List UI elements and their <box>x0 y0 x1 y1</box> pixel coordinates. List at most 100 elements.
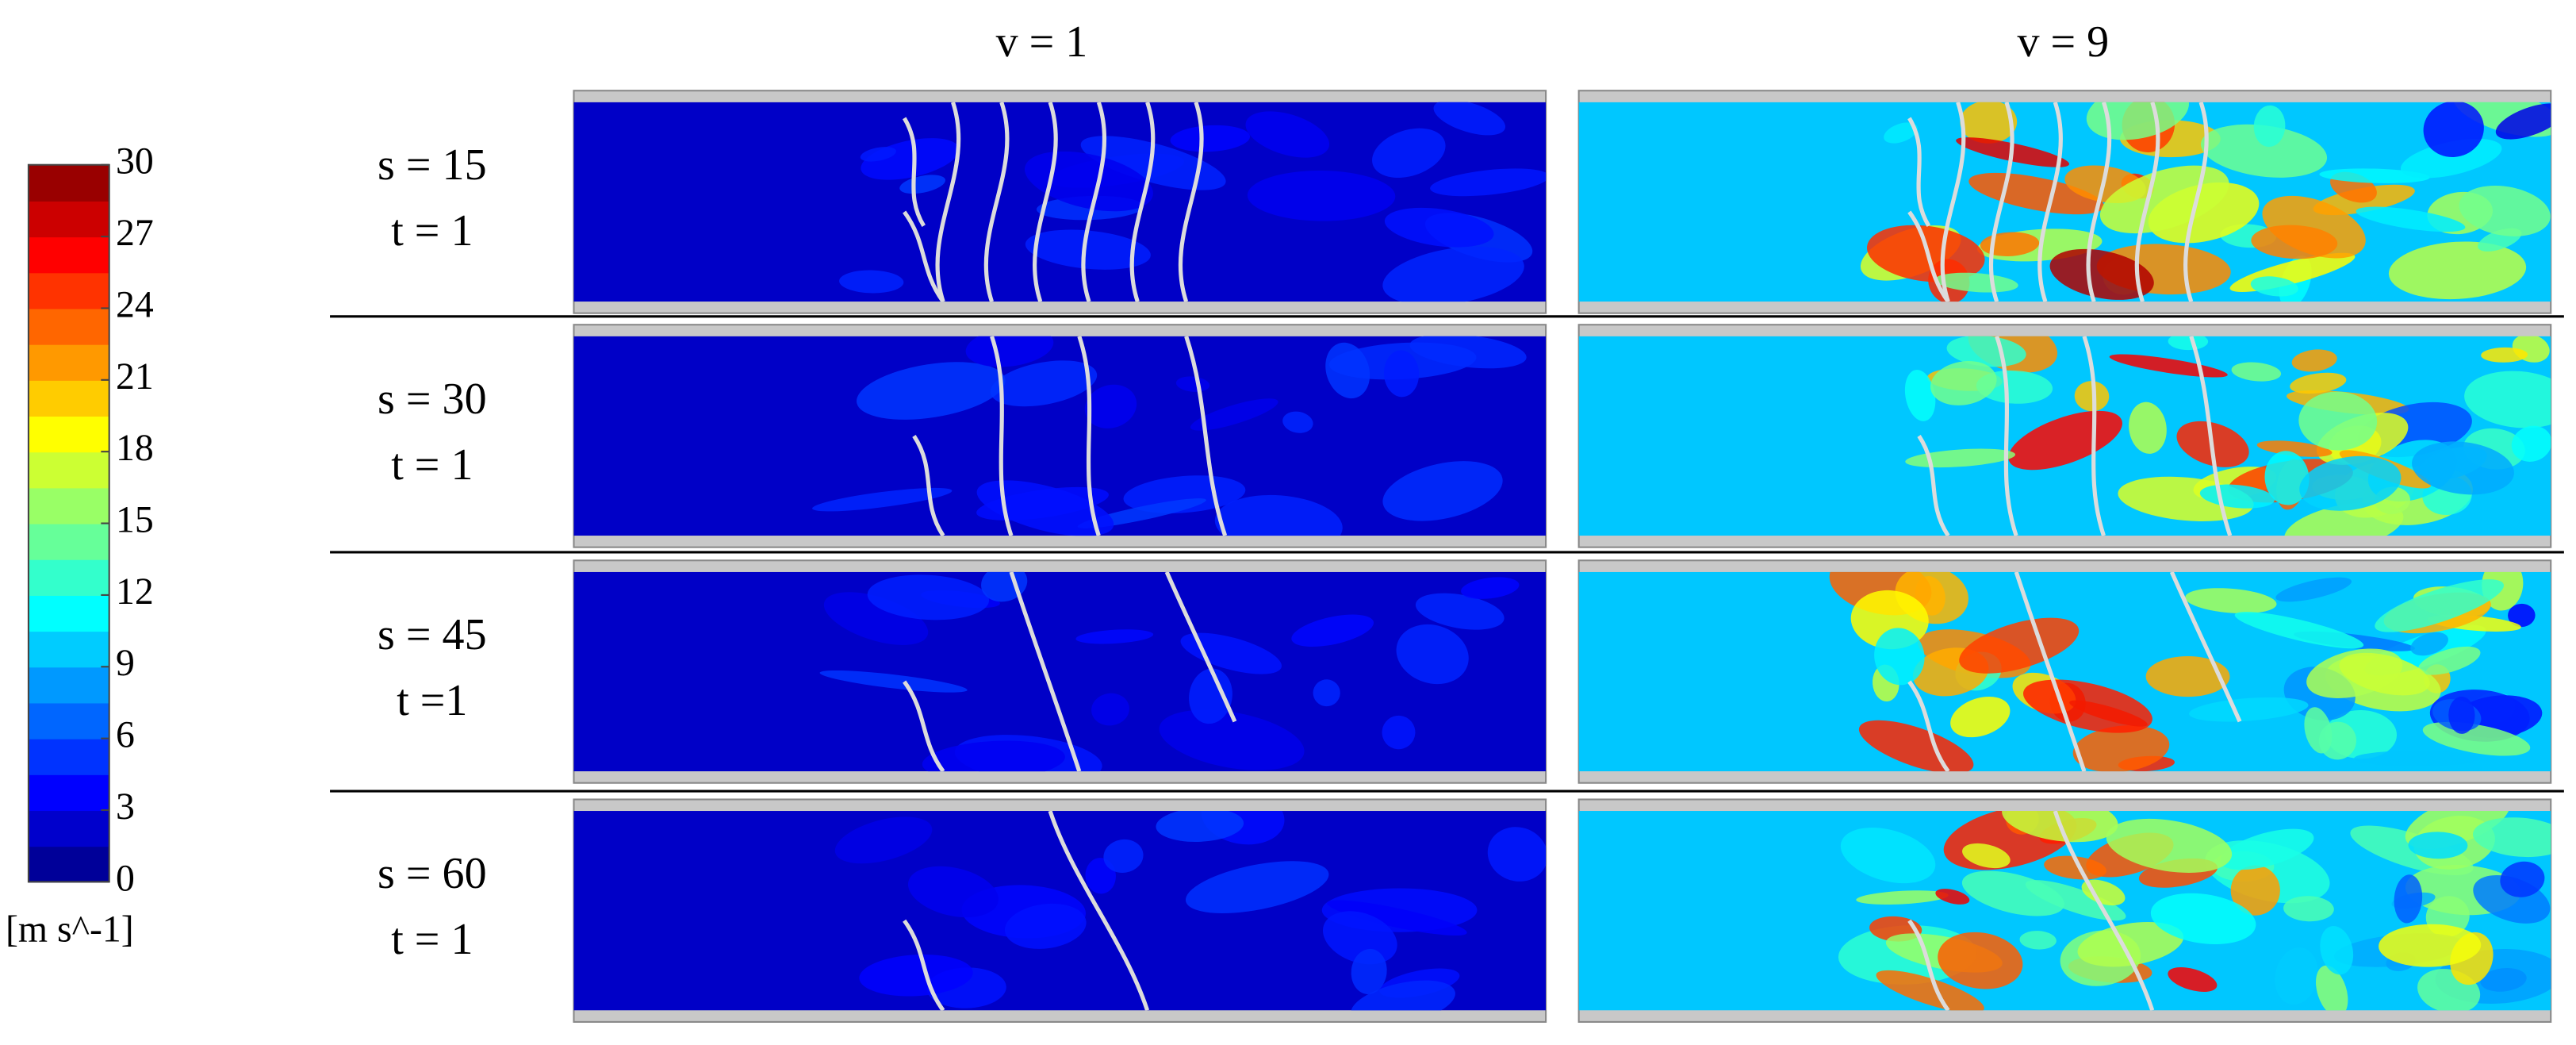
colorbar-band <box>28 594 109 632</box>
contour-blob <box>1190 398 1278 431</box>
contour-blob <box>1856 890 1949 905</box>
row-label: s = 45 <box>378 610 487 659</box>
blade <box>902 117 926 227</box>
contour-blob <box>2394 874 2423 924</box>
contour-blob <box>2320 926 2354 975</box>
colorbar-band <box>28 415 109 453</box>
contour-blob <box>1156 811 1244 842</box>
contour-blob <box>1396 624 1469 685</box>
contour-blob <box>2448 696 2475 734</box>
blade <box>2169 571 2242 723</box>
contour-panel <box>1578 336 2551 536</box>
contour-blob <box>2299 455 2402 511</box>
contour-blob <box>867 574 990 620</box>
colorbar-band <box>28 702 109 740</box>
colorbar-band <box>28 559 109 596</box>
contour-blob <box>2129 401 2167 454</box>
contour-blob <box>1185 861 1329 913</box>
colorbar-band <box>28 667 109 704</box>
contour-blob <box>1383 350 1420 398</box>
contour-blob <box>2472 817 2551 858</box>
colorbar-unit: [m s^-1] <box>6 909 134 951</box>
contour-blob <box>2500 861 2545 897</box>
contour-blob <box>859 954 973 997</box>
colorbar-band <box>28 809 109 847</box>
contour-blob <box>2250 276 2298 297</box>
blade <box>983 102 1010 302</box>
contour-blob <box>1322 911 1397 965</box>
contour-blob <box>839 270 904 294</box>
contour-blob <box>1884 122 1918 144</box>
contour-blob <box>1247 170 1396 221</box>
contour-blob <box>2417 646 2481 675</box>
colorbar-band <box>28 344 109 381</box>
row-label: t =1 <box>397 676 467 725</box>
blade <box>1907 919 1950 1011</box>
contour-blob <box>2106 818 2233 874</box>
colorbar-tick-label: 3 <box>116 786 135 828</box>
contour-blob <box>2339 652 2430 696</box>
blade <box>1995 336 2018 536</box>
blade <box>1077 336 1101 536</box>
contour-blob <box>812 487 953 512</box>
blade <box>1917 435 1950 536</box>
blade <box>1178 102 1204 302</box>
contour-blob <box>2200 124 2328 178</box>
contour-blob <box>1934 272 2018 293</box>
colorbar-tick-label: 21 <box>116 355 154 398</box>
contour-blob <box>2077 921 2184 967</box>
blade <box>1032 102 1058 302</box>
contour-blob <box>1084 384 1137 428</box>
contour-blob <box>1351 948 1387 994</box>
contour-blob <box>1024 151 1153 212</box>
contour-blob <box>2423 102 2484 158</box>
blade <box>1184 336 1228 536</box>
blade <box>935 102 961 302</box>
contour-blob <box>1282 411 1313 433</box>
colorbar-band <box>28 451 109 489</box>
contour-blob <box>2253 105 2286 148</box>
colorbar-tick-label: 12 <box>116 571 154 613</box>
blade <box>1129 102 1156 302</box>
contour-blob <box>907 866 999 918</box>
contour-blob <box>2481 347 2528 363</box>
contour-blob <box>834 816 933 864</box>
blade <box>2037 102 2063 302</box>
contour-blob <box>2315 965 2348 1011</box>
contour-blob <box>1968 172 2104 215</box>
contour-blob <box>1430 168 1547 197</box>
contour-blob <box>2234 611 2364 649</box>
blade <box>990 336 1014 536</box>
contour-blob <box>1858 720 1974 772</box>
contour-blob <box>2379 924 2482 967</box>
contour-blob <box>860 147 896 162</box>
contour-blob <box>2408 832 2468 859</box>
contour-blob <box>2291 349 2337 372</box>
contour-blob <box>2354 751 2479 766</box>
contour-blob <box>1075 629 1154 644</box>
contour-blob <box>2275 947 2318 1005</box>
blade <box>1907 680 1950 772</box>
contour-blob <box>1382 461 1503 521</box>
contour-blob <box>2074 381 2110 412</box>
contour-blob <box>2508 603 2536 628</box>
colorbar-band <box>28 631 109 668</box>
blade <box>1940 102 1966 302</box>
contour-panel <box>573 571 1547 772</box>
blade <box>1907 117 1931 227</box>
row-label: s = 30 <box>378 375 487 424</box>
contour-blob <box>2298 391 2378 451</box>
colorbar-tick-label: 27 <box>116 212 154 254</box>
colorbar-band <box>28 272 109 309</box>
colorbar-band <box>28 774 109 812</box>
blade <box>1048 811 1150 1011</box>
contour-blob <box>1935 889 1970 905</box>
contour-panel <box>1578 102 2551 302</box>
contour-blob <box>2189 697 2309 722</box>
contour-blob <box>1874 628 1925 686</box>
contour-blob <box>1487 827 1547 882</box>
contour-blob <box>2019 931 2057 950</box>
blade <box>912 435 945 536</box>
blade <box>1164 571 1237 723</box>
